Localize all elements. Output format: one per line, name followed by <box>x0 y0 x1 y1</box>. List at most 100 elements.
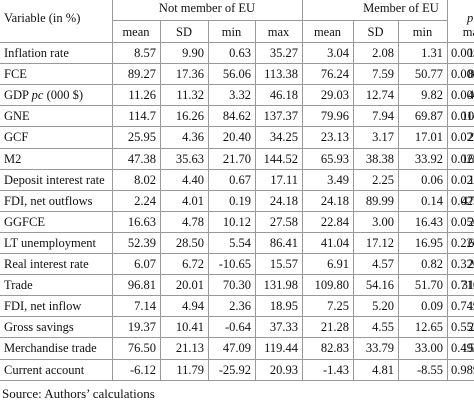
p-value: 0.021 <box>451 172 474 187</box>
cell: -25.92 <box>218 362 251 377</box>
cell: 0.06 <box>421 172 443 187</box>
cell: 9.90 <box>182 46 204 60</box>
rule <box>0 210 474 212</box>
cell: 0.67 <box>229 172 251 187</box>
cell: 70.30 <box>222 278 251 293</box>
cell: 82.83 <box>320 341 349 356</box>
cell: 22.84 <box>320 214 349 229</box>
row-label: Current account <box>4 362 85 377</box>
cell: 89.27 <box>127 67 156 82</box>
cell: 50.77 <box>414 67 443 82</box>
cell: 89.99 <box>365 193 394 208</box>
cell: 8.02 <box>134 172 156 187</box>
rule <box>0 253 474 254</box>
cell: 88.44 <box>467 67 474 82</box>
row-label: GGFCE <box>4 214 45 229</box>
cell: 0.09 <box>421 299 443 314</box>
cell: 25.42 <box>467 130 474 145</box>
cell: 6.07 <box>134 257 156 271</box>
cell: 76.50 <box>127 341 156 356</box>
header-column: max <box>267 25 290 39</box>
column-rule <box>398 20 399 380</box>
rule <box>0 63 474 65</box>
cell: 96.81 <box>127 278 156 293</box>
cell: 16.95 <box>414 235 443 250</box>
p-value: 0.716 <box>451 278 474 293</box>
rule <box>0 189 474 191</box>
header-column: max <box>462 25 474 39</box>
cell: 113.38 <box>264 67 298 82</box>
row-label: LT unemployment <box>4 235 97 250</box>
cell: 3.32 <box>229 88 251 103</box>
column-rule <box>255 20 256 380</box>
cell: 4.94 <box>182 299 204 314</box>
cell: 17.11 <box>270 172 298 187</box>
header-group: Not member of EU <box>158 1 256 15</box>
cell: 6.72 <box>182 257 204 271</box>
cell: 20.40 <box>222 130 251 145</box>
column-rule <box>353 20 354 380</box>
cell: 35.63 <box>175 151 204 166</box>
cell: 28.50 <box>175 235 204 250</box>
cell: 24.18 <box>320 193 349 208</box>
p-value: 0.027 <box>451 130 474 145</box>
row-label-part: pc <box>31 88 44 103</box>
cell: 5.20 <box>372 299 394 314</box>
cell: 7.14 <box>134 299 156 314</box>
cell: 2.36 <box>229 299 251 314</box>
cell: 0.19 <box>229 193 251 208</box>
cell: 27.38 <box>467 320 474 335</box>
cell: 5.54 <box>229 235 251 250</box>
cell: 52.39 <box>127 235 156 250</box>
rule <box>0 379 474 381</box>
cell: -0.64 <box>224 320 251 335</box>
rule <box>0 42 474 43</box>
cell: 8.57 <box>134 46 156 60</box>
rule <box>0 231 474 233</box>
column-rule <box>302 0 303 380</box>
cell: -10.65 <box>218 257 251 271</box>
cell: 33.92 <box>414 151 443 166</box>
cell: 2.25 <box>372 172 394 187</box>
p-value: 0.552 <box>451 320 474 335</box>
cell: 314.72 <box>461 278 474 293</box>
cell: 20.01 <box>175 278 204 293</box>
row-label: GCF <box>4 130 29 145</box>
cell: 33.79 <box>365 341 394 356</box>
cell: 12.74 <box>365 88 394 103</box>
cell: 4.36 <box>182 130 204 145</box>
source-note: Source: Authors’ calculations <box>2 386 155 401</box>
cell: 47.38 <box>127 151 156 166</box>
cell: 21.13 <box>175 341 204 356</box>
row-label: FCE <box>4 67 27 82</box>
cell: 4.01 <box>182 193 204 208</box>
cell: 24.00 <box>467 257 474 271</box>
cell: 0.63 <box>229 46 251 60</box>
row-label: M2 <box>4 151 22 166</box>
rule <box>0 84 474 86</box>
p-value: 0.025 <box>451 193 474 208</box>
column-rule <box>112 0 113 380</box>
cell: 51.70 <box>414 278 443 293</box>
cell: 69.87 <box>414 109 443 124</box>
column-rule <box>208 20 209 380</box>
cell: 4.57 <box>372 257 394 271</box>
rule <box>0 295 474 297</box>
cell: 65.93 <box>320 151 349 166</box>
p-value: 0.749 <box>451 299 474 314</box>
cell: 2.24 <box>134 193 156 208</box>
p-value: 0.326 <box>451 257 474 271</box>
cell: 3.17 <box>372 130 394 145</box>
cell: 25.95 <box>127 130 156 145</box>
row-label: Gross savings <box>4 320 74 335</box>
cell: 3.00 <box>372 214 394 229</box>
cell: 137.37 <box>263 109 298 124</box>
cell: 168.18 <box>461 151 474 166</box>
cell: 38.38 <box>365 151 394 166</box>
header-p: p <box>467 11 474 25</box>
cell: 16.38 <box>467 299 474 314</box>
cell: -6.12 <box>129 362 156 377</box>
p-value: 0.000 <box>451 67 474 82</box>
cell: 37.33 <box>269 320 298 335</box>
